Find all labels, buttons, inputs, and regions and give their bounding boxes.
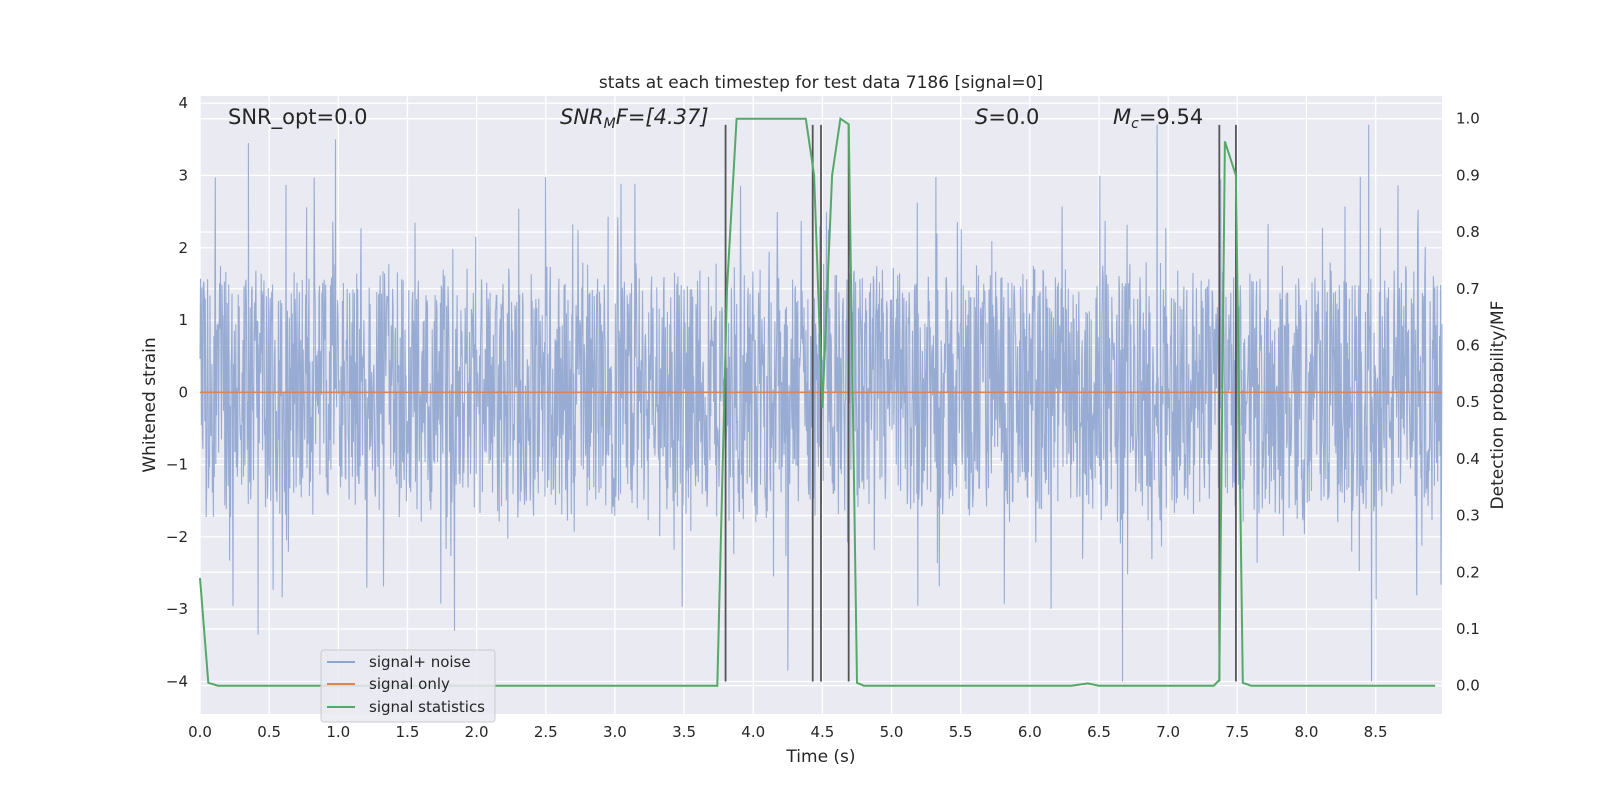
vertical-markers: [724, 124, 1237, 682]
legend-label-signal-only: signal only: [369, 675, 450, 693]
y-left-tick-label: −1: [166, 456, 188, 474]
y-left-tick-label: −4: [166, 672, 188, 690]
chart-title: stats at each timestep for test data 718…: [599, 73, 1043, 93]
x-axis-label: Time (s): [785, 747, 855, 767]
x-tick-label: 7.5: [1225, 723, 1249, 741]
y-right-tick-label: 0.7: [1456, 280, 1480, 298]
y-right-tick-label: 0.1: [1456, 620, 1480, 638]
x-tick-label: 7.0: [1156, 723, 1180, 741]
x-tick-label: 5.5: [949, 723, 973, 741]
legend-box: [320, 649, 496, 723]
x-tick-label: 2.0: [465, 723, 489, 741]
y-right-tick-label: 0.5: [1456, 393, 1480, 411]
x-tick-label: 2.5: [534, 723, 558, 741]
y-right-tick-label: 0.8: [1456, 223, 1480, 241]
x-tick-label: 1.5: [396, 723, 420, 741]
y-right-tick-label: 0.6: [1456, 336, 1480, 354]
annotation-mc: Mc=9.54: [1113, 105, 1203, 132]
x-tick-label: 3.0: [603, 723, 627, 741]
x-tick-label: 0.0: [188, 723, 212, 741]
legend: signal+ noise signal only signal statist…: [320, 649, 496, 723]
y-left-tick-label: −2: [166, 528, 188, 546]
annotation-snr-mf-subscript: M: [604, 116, 616, 132]
y-left-tick-label: 2: [178, 239, 188, 257]
y-left-axis-label: Whitened strain: [140, 337, 160, 472]
x-tick-label: 0.5: [257, 723, 281, 741]
y-right-tick-label: 1.0: [1456, 110, 1480, 128]
legend-label-signal-noise: signal+ noise: [369, 653, 471, 671]
y-left-tick-label: 0: [178, 383, 188, 401]
y-left-tick-label: 4: [178, 94, 188, 112]
y-right-tick-label: 0.9: [1456, 166, 1480, 184]
y-left-tick-label: 1: [178, 311, 188, 329]
annotation-snr-mf-symbol: SNR: [560, 105, 604, 129]
annotation-s-value: =0.0: [988, 105, 1039, 129]
annotation-mc-subscript: c: [1131, 116, 1139, 132]
x-tick-label: 8.5: [1364, 723, 1388, 741]
x-tick-label: 1.0: [326, 723, 350, 741]
x-tick-label: 6.5: [1087, 723, 1111, 741]
annotation-s: S=0.0: [975, 105, 1039, 129]
y-left-axis-ticks: 4 3 2 1 0 −1 −2 −3 −4: [166, 94, 188, 690]
legend-label-signal-statistics: signal statistics: [369, 698, 485, 716]
signal-statistics-line: [199, 116, 1436, 687]
y-left-tick-label: 3: [178, 167, 188, 185]
annotation-mc-symbol: M: [1113, 105, 1131, 129]
x-tick-label: 8.0: [1295, 723, 1319, 741]
annotation-snr-mf-value: F=[4.37]: [616, 105, 709, 129]
y-right-tick-label: 0.0: [1456, 677, 1480, 695]
y-right-axis-label: Detection probability/MF: [1488, 301, 1508, 510]
x-tick-label: 3.5: [672, 723, 696, 741]
annotation-s-symbol: S: [975, 105, 988, 129]
y-right-tick-label: 0.4: [1456, 450, 1480, 468]
annotation-mc-value: =9.54: [1139, 105, 1203, 129]
annotation-snr-opt: SNR_opt=0.0: [228, 105, 368, 130]
annotation-snr-mf: SNRMF=[4.37]: [560, 105, 709, 132]
y-right-axis-ticks: 1.0 0.9 0.8 0.7 0.6 0.5 0.4 0.3 0.2 0.1 0.0: [1456, 110, 1480, 695]
y-left-tick-label: −3: [166, 600, 188, 618]
x-tick-label: 5.0: [880, 723, 904, 741]
x-tick-label: 6.0: [1018, 723, 1042, 741]
y-right-tick-label: 0.2: [1456, 563, 1480, 581]
x-tick-label: 4.0: [741, 723, 765, 741]
x-tick-label: 4.5: [810, 723, 834, 741]
x-axis-ticks: 0.0 0.5 1.0 1.5 2.0 2.5 3.0 3.5 4.0 4.5 5.0 5.5 6.0 6…: [188, 723, 1387, 741]
series-signal-statistics: [199, 116, 1436, 687]
y-right-tick-label: 0.3: [1456, 507, 1480, 525]
